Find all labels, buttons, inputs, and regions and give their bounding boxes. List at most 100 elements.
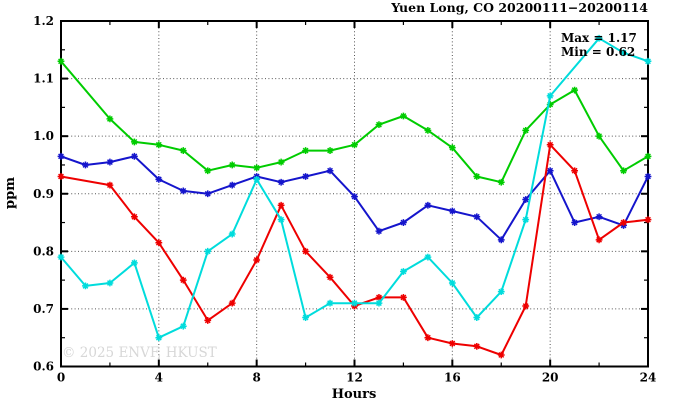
data-point-marker <box>400 294 407 301</box>
data-point-marker <box>351 193 358 201</box>
data-point-marker <box>130 259 138 267</box>
data-point-marker <box>204 317 212 324</box>
y-tick-label: 0.8 <box>33 244 54 258</box>
y-tick-label: 0.9 <box>33 187 54 201</box>
data-point-marker <box>106 115 114 123</box>
data-point-marker <box>204 190 212 198</box>
data-point-marker <box>473 213 481 221</box>
data-point-marker <box>546 92 554 100</box>
data-point-marker <box>497 351 505 359</box>
y-tick-label: 1.0 <box>33 129 54 143</box>
data-point-marker <box>57 253 65 261</box>
data-point-marker <box>155 141 163 149</box>
data-point-marker <box>644 152 652 160</box>
data-point-marker <box>571 167 579 175</box>
data-point-marker <box>277 201 285 209</box>
data-point-marker <box>204 247 212 255</box>
data-point-marker <box>497 178 505 186</box>
data-point-marker <box>473 342 481 350</box>
data-point-marker <box>375 294 383 301</box>
data-point-marker <box>424 127 432 134</box>
y-axis-label: ppm <box>3 177 18 209</box>
data-point-marker <box>179 147 187 154</box>
data-point-marker <box>620 167 627 175</box>
watermark: © 2025 ENVF, HKUST <box>62 345 217 361</box>
data-point-marker <box>326 299 334 307</box>
data-point-marker <box>448 144 456 152</box>
data-point-marker <box>644 216 652 224</box>
data-series <box>57 34 652 359</box>
data-point-marker <box>106 158 114 166</box>
data-point-marker <box>546 141 554 149</box>
y-tick-label: 0.6 <box>33 360 54 374</box>
data-point-marker <box>179 187 187 195</box>
data-point-marker <box>253 164 261 172</box>
data-point-marker <box>228 299 236 307</box>
data-point-marker <box>253 256 261 264</box>
data-point-marker <box>130 152 138 160</box>
data-point-marker <box>155 334 163 342</box>
x-tick-label: 24 <box>640 371 657 385</box>
y-tick-label: 1.2 <box>33 14 54 28</box>
data-point-marker <box>644 57 652 65</box>
data-point-marker <box>302 147 309 154</box>
data-point-marker <box>179 322 187 330</box>
data-point-marker <box>497 236 505 244</box>
data-point-marker <box>57 57 65 65</box>
data-point-marker <box>571 219 579 226</box>
data-point-marker <box>448 207 456 215</box>
data-point-marker <box>204 167 212 175</box>
data-point-marker <box>253 175 261 183</box>
annotation-min: Min = 0.62 <box>561 45 635 59</box>
data-point-marker <box>130 213 138 221</box>
data-point-marker <box>473 314 481 321</box>
data-point-marker <box>571 86 579 94</box>
data-point-marker <box>228 230 236 238</box>
data-point-marker <box>277 158 285 166</box>
series-red <box>57 141 652 359</box>
x-tick-label: 0 <box>57 371 65 385</box>
data-point-marker <box>179 276 187 284</box>
data-point-marker <box>302 173 309 180</box>
data-point-marker <box>130 138 138 146</box>
data-point-marker <box>228 161 236 169</box>
data-point-marker <box>400 268 407 275</box>
data-point-marker <box>595 34 603 42</box>
data-point-marker <box>326 273 334 281</box>
series-cyan <box>57 34 652 342</box>
y-tick-label: 1.1 <box>33 72 54 86</box>
data-point-marker <box>106 279 114 287</box>
data-point-marker <box>326 167 334 175</box>
y-tick-label: 0.7 <box>33 302 54 316</box>
annotation-max: Max = 1.17 <box>561 31 637 45</box>
data-point-marker <box>497 288 505 296</box>
data-point-marker <box>644 173 652 180</box>
x-tick-label: 20 <box>542 371 559 385</box>
data-point-marker <box>375 227 383 235</box>
series-green <box>57 57 652 186</box>
data-point-marker <box>473 173 481 180</box>
x-tick-label: 12 <box>346 371 363 385</box>
data-point-marker <box>522 216 530 224</box>
data-point-marker <box>375 121 383 129</box>
data-point-marker <box>82 161 89 169</box>
data-point-marker <box>424 334 432 342</box>
data-point-marker <box>155 239 163 247</box>
data-point-marker <box>277 178 285 186</box>
data-point-marker <box>400 219 407 226</box>
data-point-marker <box>546 167 554 175</box>
data-point-marker <box>400 112 407 120</box>
data-point-marker <box>522 127 530 134</box>
data-point-marker <box>522 302 530 310</box>
data-point-marker <box>424 201 432 209</box>
data-point-marker <box>522 196 530 203</box>
x-axis-label: Hours <box>332 387 377 402</box>
data-point-marker <box>375 299 383 307</box>
data-point-marker <box>228 181 236 189</box>
data-point-marker <box>546 101 554 108</box>
data-point-marker <box>302 314 309 321</box>
data-point-marker <box>302 247 309 255</box>
data-point-marker <box>57 173 65 180</box>
